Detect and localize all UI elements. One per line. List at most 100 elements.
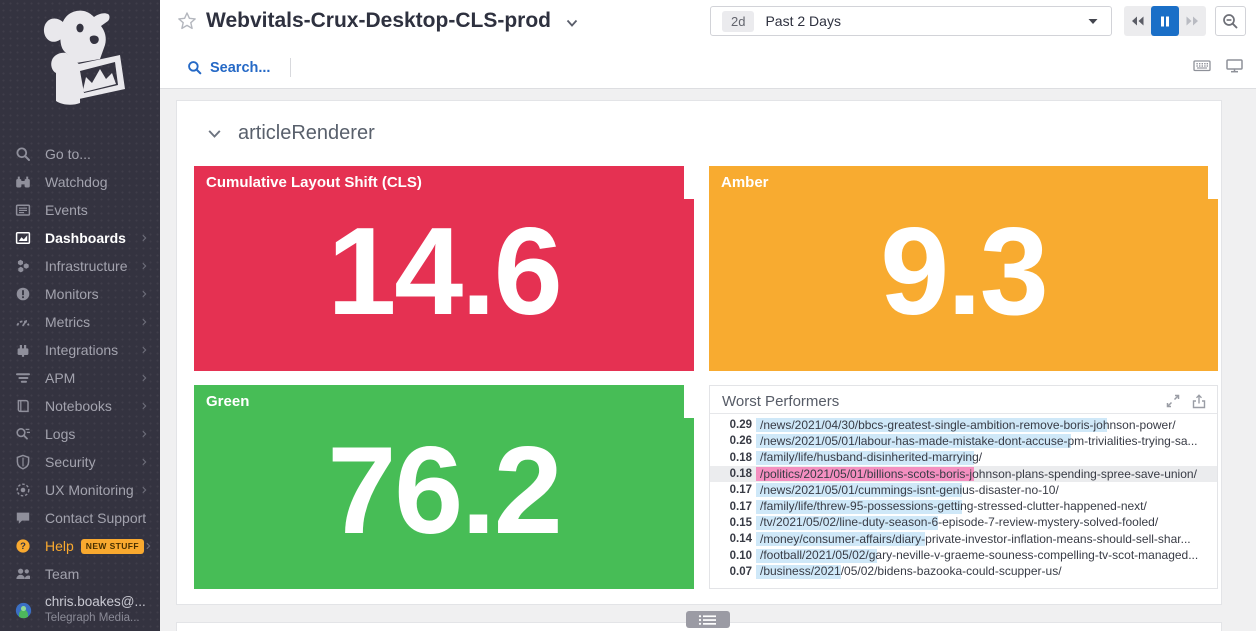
toplist-value: 0.18: [729, 451, 752, 464]
chevron-right-icon: [140, 317, 150, 327]
zoom-out-button[interactable]: [1215, 6, 1246, 36]
sidebar: Go to... Watchdog Events Dashboards Infrastr…: [0, 0, 160, 631]
avatar: [15, 602, 32, 619]
toplist-row[interactable]: 0.15/tv/2021/05/02/line-duty-season-6-ep…: [710, 515, 1217, 531]
tv-mode-icon[interactable]: [1226, 58, 1243, 73]
sidebar-item-help[interactable]: ? Help NEW STUFF: [0, 532, 160, 560]
notebooks-icon: [15, 398, 32, 415]
widget-green[interactable]: Green 76.2: [194, 385, 694, 589]
sidebar-item-user[interactable]: chris.boakes@... Telegraph Media...: [0, 590, 160, 630]
ux-monitoring-icon: [15, 482, 32, 499]
sidebar-item-contact-support[interactable]: Contact Support: [0, 504, 160, 532]
chevron-right-icon: [140, 457, 150, 467]
toplist-row[interactable]: 0.07/business/2021/05/02/bidens-bazooka-…: [710, 564, 1217, 580]
sidebar-item-label: Logs: [45, 426, 76, 442]
toplist-row[interactable]: 0.10/football/2021/05/02/gary-neville-v-…: [710, 547, 1217, 563]
sidebar-item-infrastructure[interactable]: Infrastructure: [0, 252, 160, 280]
time-backward-button[interactable]: [1124, 6, 1151, 36]
section-title: articleRenderer: [238, 122, 375, 144]
toplist-row[interactable]: 0.17/news/2021/05/01/cummings-isnt-geniu…: [710, 482, 1217, 498]
sidebar-item-label: Team: [45, 566, 80, 582]
pause-button[interactable]: [1151, 6, 1179, 36]
toplist-url: /money/consumer-affairs/diary-private-in…: [760, 531, 1191, 546]
worst-performers-title: Worst Performers: [722, 393, 840, 410]
chevron-down-icon: [206, 125, 223, 142]
time-range-label: Past 2 Days: [765, 13, 841, 29]
widget-cls[interactable]: Cumulative Layout Shift (CLS) 14.6: [194, 166, 694, 371]
worst-performers-rows: 0.29/news/2021/04/30/bbcs-greatest-singl…: [710, 414, 1217, 580]
worst-performers-header: Worst Performers: [710, 386, 1217, 414]
sidebar-item-events[interactable]: Events: [0, 196, 160, 224]
sidebar-item-integrations[interactable]: Integrations: [0, 336, 160, 364]
widget-title: Amber: [709, 166, 1208, 199]
sidebar-item-label: Metrics: [45, 314, 91, 330]
binoculars-icon: [15, 174, 32, 191]
widget-value: 9.3: [880, 203, 1048, 341]
worst-performers-actions: [1166, 394, 1206, 409]
logs-icon: [15, 426, 32, 443]
toplist-value: 0.18: [729, 468, 752, 481]
expand-icon[interactable]: [1166, 394, 1180, 409]
list-icon: [697, 614, 719, 626]
sidebar-item-label: APM: [45, 370, 76, 386]
sidebar-item-label: Watchdog: [45, 174, 108, 190]
chevron-right-icon: [140, 261, 150, 271]
team-icon: [15, 566, 32, 583]
keyboard-icon[interactable]: [1193, 58, 1211, 73]
events-icon: [15, 202, 32, 219]
toplist-row[interactable]: 0.26/news/2021/05/01/labour-has-made-mis…: [710, 433, 1217, 449]
apm-icon: [15, 370, 32, 387]
sidebar-item-notebooks[interactable]: Notebooks: [0, 392, 160, 420]
toplist-bar: [756, 499, 962, 514]
export-icon[interactable]: [1192, 394, 1206, 409]
widget-body: 9.3: [709, 199, 1218, 371]
sidebar-item-monitors[interactable]: Monitors: [0, 280, 160, 308]
integrations-icon: [15, 342, 32, 359]
time-forward-button[interactable]: [1179, 6, 1206, 36]
sidebar-item-logs[interactable]: Logs: [0, 420, 160, 448]
widget-amber[interactable]: Amber 9.3: [709, 166, 1218, 371]
chevron-right-icon: [140, 401, 150, 411]
toplist-value: 0.26: [729, 435, 752, 448]
sidebar-item-label: Integrations: [45, 342, 119, 358]
star-icon[interactable]: [177, 11, 197, 31]
toplist-row[interactable]: 0.18/family/life/husband-disinherited-ma…: [710, 450, 1217, 466]
sidebar-item-dashboards[interactable]: Dashboards: [0, 224, 160, 252]
search-button[interactable]: Search...: [187, 58, 292, 77]
playback-controls: [1124, 6, 1206, 36]
sidebar-item-goto[interactable]: Go to...: [0, 140, 160, 168]
chevron-right-icon: [140, 233, 150, 243]
svg-text:?: ?: [20, 541, 26, 552]
toplist-value: 0.17: [729, 484, 752, 497]
toplist-row[interactable]: 0.14/money/consumer-affairs/diary-privat…: [710, 531, 1217, 547]
sidebar-item-metrics[interactable]: Metrics: [0, 308, 160, 336]
section-handle-button[interactable]: [686, 611, 730, 628]
toplist-bar: [756, 467, 974, 482]
dashboard-title-row: Webvitals-Crux-Desktop-CLS-prod: [177, 9, 580, 33]
toplist-value: 0.14: [729, 533, 752, 546]
toplist-row[interactable]: 0.29/news/2021/04/30/bbcs-greatest-singl…: [710, 417, 1217, 433]
sidebar-item-label: Security: [45, 454, 96, 470]
datadog-logo[interactable]: [0, 0, 160, 116]
sidebar-item-ux-monitoring[interactable]: UX Monitoring: [0, 476, 160, 504]
time-range-selector[interactable]: 2d Past 2 Days: [710, 6, 1112, 36]
sidebar-item-label: Infrastructure: [45, 258, 128, 274]
sidebar-item-security[interactable]: Security: [0, 448, 160, 476]
chevron-right-icon: [140, 373, 150, 383]
monitors-icon: [15, 286, 32, 303]
search-label: Search...: [210, 59, 271, 76]
toplist-row[interactable]: 0.18/politics/2021/05/01/billions-scots-…: [710, 465, 1217, 483]
chevron-down-icon[interactable]: [564, 15, 580, 31]
sidebar-item-watchdog[interactable]: Watchdog: [0, 168, 160, 196]
sidebar-item-label: Go to...: [45, 146, 91, 162]
dashboard-header: Webvitals-Crux-Desktop-CLS-prod Search..…: [160, 0, 1256, 89]
toplist-bar: [756, 483, 962, 498]
dashboards-icon: [15, 230, 32, 247]
datadog-bits-dog-icon: [28, 7, 132, 109]
sidebar-item-team[interactable]: Team: [0, 560, 160, 588]
toplist-row[interactable]: 0.17/family/life/threw-95-possessions-ge…: [710, 498, 1217, 514]
sidebar-item-apm[interactable]: APM: [0, 364, 160, 392]
section-header[interactable]: articleRenderer: [206, 122, 375, 145]
chat-icon: [15, 510, 32, 527]
sidebar-item-label: UX Monitoring: [45, 482, 134, 498]
